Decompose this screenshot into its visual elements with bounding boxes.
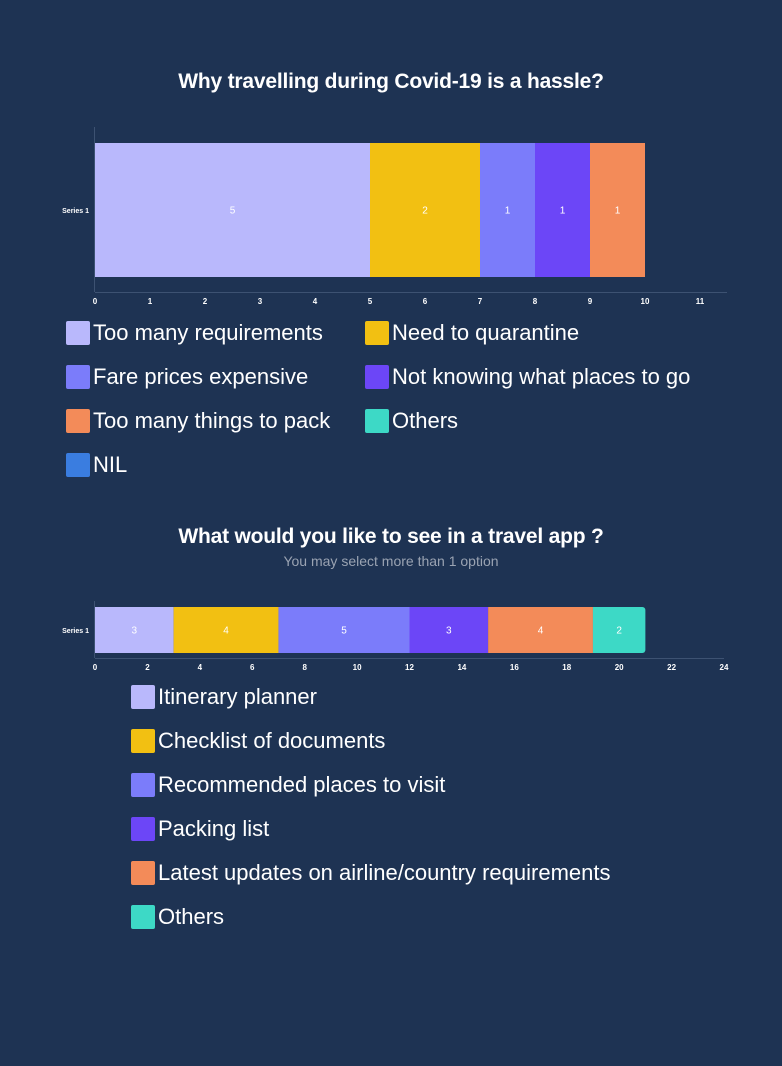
category-label: Series 1 (62, 628, 89, 635)
x-tick-label: 7 (478, 297, 483, 306)
bar-data-label: 1 (505, 206, 511, 217)
x-tick-label: 12 (405, 663, 414, 672)
bar-segment (535, 143, 590, 277)
legend-item[interactable]: Not knowing what places to go (365, 364, 690, 390)
chart-2-legend: Itinerary planner Checklist of documents R… (0, 682, 782, 942)
legend-swatch (66, 321, 90, 345)
bar-data-label: 2 (616, 626, 622, 637)
legend-swatch (66, 409, 90, 433)
legend-label: Latest updates on airline/country requir… (158, 860, 611, 885)
legend-label: Too many requirements (93, 320, 323, 345)
bar-segment (488, 607, 593, 653)
bar-segment (95, 143, 370, 277)
x-tick-label: 2 (203, 297, 208, 306)
x-tick-label: 2 (145, 663, 150, 672)
chart-2: What would you like to see in a travel a… (0, 525, 782, 569)
x-tick-label: 20 (615, 663, 624, 672)
bar-segment (278, 607, 410, 653)
legend-swatch (66, 365, 90, 389)
x-tick-label: 10 (641, 297, 650, 306)
bar-data-label: 4 (538, 626, 544, 637)
legend-swatch (131, 905, 155, 929)
bar-segment (480, 143, 535, 277)
x-tick-label: 0 (93, 663, 98, 672)
legend-item[interactable]: Others (131, 904, 224, 930)
legend-item[interactable]: Too many requirements (66, 320, 323, 346)
x-tick-label: 4 (198, 663, 203, 672)
legend-item[interactable]: NIL (66, 452, 127, 478)
legend-swatch (131, 861, 155, 885)
x-tick-label: 1 (148, 297, 153, 306)
bar-segment (95, 607, 174, 653)
bar-segment (409, 607, 489, 653)
legend-label: Need to quarantine (392, 320, 580, 345)
legend-swatch (131, 729, 155, 753)
legend-label: Itinerary planner (158, 684, 317, 709)
legend-item[interactable]: Others (365, 408, 458, 434)
chart-1-title: Why travelling during Covid-19 is a hass… (178, 70, 604, 93)
legend-item[interactable]: Packing list (131, 816, 269, 842)
x-tick-label: 10 (353, 663, 362, 672)
legend-swatch (365, 321, 389, 345)
legend-label: Packing list (158, 816, 270, 841)
legend-item[interactable]: Recommended places to visit (131, 772, 445, 798)
bar-data-label: 3 (132, 626, 138, 637)
bar-data-label: 3 (446, 626, 452, 637)
legend-item[interactable]: Latest updates on airline/country requir… (131, 860, 610, 886)
x-tick-label: 0 (93, 297, 98, 306)
bar-segment (370, 143, 480, 277)
x-tick-label: 5 (368, 297, 373, 306)
x-tick-label: 8 (533, 297, 538, 306)
x-tick-label: 6 (423, 297, 428, 306)
bar-segment (592, 607, 646, 653)
legend-label: Fare prices expensive (93, 364, 309, 389)
bar-segment-fill (592, 607, 598, 653)
bar-data-label: 2 (422, 206, 428, 217)
chart-2-title: What would you like to see in a travel a… (178, 525, 604, 548)
bar-segment (173, 607, 279, 653)
legend-label: NIL (93, 452, 128, 477)
x-tick-label: 18 (562, 663, 571, 672)
legend-swatch (131, 685, 155, 709)
bar-data-label: 5 (341, 626, 347, 637)
bar-data-label: 5 (230, 206, 236, 217)
bar-data-label: 1 (615, 206, 621, 217)
legend-label: Others (158, 904, 225, 929)
x-tick-label: 9 (588, 297, 593, 306)
chart-1: Why travelling during Covid-19 is a hass… (0, 70, 782, 94)
legend-swatch (365, 409, 389, 433)
x-tick-label: 14 (457, 663, 466, 672)
x-tick-label: 4 (313, 297, 318, 306)
legend-label: Checklist of documents (158, 728, 386, 753)
bar-data-label: 1 (560, 206, 566, 217)
legend-item[interactable]: Fare prices expensive (66, 364, 308, 390)
x-tick-label: 22 (667, 663, 676, 672)
x-tick-label: 11 (696, 297, 705, 306)
legend-label: Others (392, 408, 459, 433)
category-label: Series 1 (62, 208, 89, 215)
chart-2-subtitle: You may select more than 1 option (283, 553, 499, 569)
legend-swatch (365, 365, 389, 389)
legend-swatch (131, 773, 155, 797)
legend-item[interactable]: Need to quarantine (365, 320, 579, 346)
legend-swatch (131, 817, 155, 841)
x-tick-label: 16 (510, 663, 519, 672)
legend-swatch (66, 453, 90, 477)
x-tick-label: 24 (720, 663, 729, 672)
legend-item[interactable]: Itinerary planner (131, 684, 317, 710)
legend-item[interactable]: Too many things to pack (66, 408, 330, 434)
x-tick-label: 8 (302, 663, 307, 672)
bar-segment (590, 143, 645, 277)
legend-label: Not knowing what places to go (392, 364, 691, 389)
legend-label: Too many things to pack (93, 408, 331, 433)
chart-1-legend: Too many requirements Need to quarantine F… (0, 318, 782, 488)
x-tick-label: 3 (258, 297, 263, 306)
legend-item[interactable]: Checklist of documents (131, 728, 385, 754)
x-tick-label: 6 (250, 663, 255, 672)
bar-data-label: 4 (223, 626, 229, 637)
legend-label: Recommended places to visit (158, 772, 446, 797)
